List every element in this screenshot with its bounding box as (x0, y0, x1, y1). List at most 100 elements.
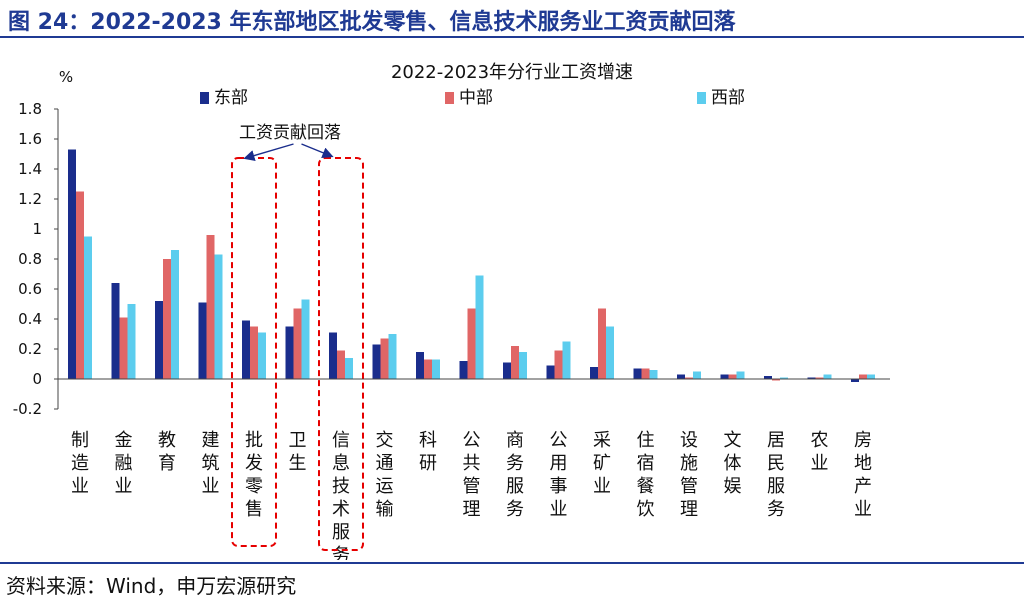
annotation-arrow (301, 143, 334, 159)
legend-label: 西部 (711, 88, 745, 108)
bar (155, 301, 163, 379)
x-tick-label: 卫生 (289, 430, 307, 474)
y-tick-label: -0.2 (13, 400, 42, 418)
bar (606, 326, 614, 379)
y-tick-label: 0.2 (18, 340, 42, 358)
bar (685, 377, 693, 379)
x-tick-label: 制造业 (71, 430, 89, 497)
bar (633, 368, 642, 379)
bar (171, 250, 179, 379)
x-tick-label: 农业 (811, 430, 829, 474)
x-tick-label: 公共管理 (463, 430, 481, 520)
y-tick-label: 0.6 (18, 280, 42, 298)
bar (641, 368, 650, 379)
bar (807, 377, 816, 379)
bar (329, 332, 337, 379)
bar (764, 376, 772, 379)
bar (467, 308, 476, 379)
x-tick-label: 建筑业 (202, 430, 220, 497)
bar (388, 334, 397, 379)
y-axis: -0.2 0 0.2 0.4 0.6 0.8 1 1.2 1.4 1.6 1.8 (13, 100, 59, 418)
x-tick-label: 住宿餐饮 (637, 430, 655, 520)
bar (293, 308, 302, 379)
bar-series (84, 236, 875, 379)
bar (285, 326, 294, 379)
bar (554, 350, 563, 379)
bar (459, 361, 468, 379)
bar (736, 371, 745, 379)
bar (337, 350, 345, 379)
bar (519, 352, 527, 379)
annotation-arrow (243, 143, 294, 161)
bar (815, 377, 824, 379)
x-tick-label: 采矿业 (593, 430, 611, 497)
bar (649, 370, 658, 379)
bar (562, 341, 571, 379)
figure-title: 图 24：2022-2023 年东部地区批发零售、信息技术服务业工资贡献回落 (8, 10, 736, 35)
bar (111, 283, 120, 379)
bar (127, 304, 136, 379)
bar-series (68, 149, 859, 382)
bar (163, 259, 171, 379)
bar (424, 359, 432, 379)
bar (214, 254, 223, 379)
bar (380, 338, 389, 379)
x-tick-label: 公用事业 (550, 430, 568, 520)
x-tick-label: 信息技术服务 (332, 430, 350, 560)
y-tick-label: 1.8 (18, 100, 42, 118)
bar (677, 374, 685, 379)
bar (250, 326, 258, 379)
title-divider (0, 36, 1024, 38)
bar (590, 367, 598, 379)
bar (475, 275, 484, 379)
legend-item: 东部 (200, 88, 248, 108)
y-tick-label: 1.6 (18, 130, 42, 148)
x-tick-label: 交通运输 (376, 430, 394, 520)
bar (432, 359, 440, 379)
y-axis-unit-label: % (59, 68, 73, 86)
bar (258, 332, 266, 379)
y-tick-label: 1 (32, 220, 42, 238)
bar (372, 344, 381, 379)
x-tick-label: 设施管理 (680, 430, 698, 520)
y-tick-label: 1.4 (18, 160, 42, 178)
x-axis: 制造业 金融业 教育 建筑业 批发零售 卫生 信息技术服务 交通运输 科研 公共管理 商务服务 公用事… (58, 378, 890, 560)
legend-swatch (200, 92, 209, 104)
y-tick-label: 0.8 (18, 250, 42, 268)
chart-title: 2022-2023年分行业工资增速 (391, 62, 633, 83)
bar (76, 191, 84, 379)
annotation-label: 工资贡献回落 (239, 123, 341, 143)
bar-chart: 2022-2023年分行业工资增速 % 东部 中部 西部 -0.2 0 0.2 0.4 0.… (13, 62, 890, 560)
bar (598, 308, 606, 379)
bar (546, 365, 555, 379)
bar (301, 299, 310, 379)
legend-item: 西部 (697, 88, 745, 108)
x-tick-label: 金融业 (115, 430, 133, 497)
chart-legend: 东部 中部 西部 (200, 88, 745, 108)
legend-label: 东部 (214, 88, 248, 108)
y-tick-label: 0 (32, 370, 42, 388)
bar (859, 374, 867, 379)
bar (198, 302, 207, 379)
x-tick-label: 科研 (419, 430, 437, 474)
legend-swatch (697, 92, 706, 104)
bar (772, 379, 780, 381)
bar (720, 374, 729, 379)
legend-label: 中部 (459, 88, 493, 108)
x-tick-label: 房地产业 (854, 430, 872, 520)
highlight-annotation: 工资贡献回落 (231, 123, 364, 551)
bar (511, 346, 519, 379)
x-tick-label: 文体娱 (724, 430, 742, 497)
bar (84, 236, 92, 379)
bar (867, 374, 875, 379)
bar (780, 377, 788, 379)
y-tick-label: 1.2 (18, 190, 42, 208)
bar-series-group (68, 149, 875, 382)
footer-divider (0, 562, 1024, 564)
x-tick-label: 居民服务 (767, 430, 785, 520)
bar (823, 374, 832, 379)
bar (693, 371, 701, 379)
bar (345, 358, 353, 379)
legend-item: 中部 (445, 88, 493, 108)
source-note: 资料来源：Wind，申万宏源研究 (6, 574, 297, 598)
